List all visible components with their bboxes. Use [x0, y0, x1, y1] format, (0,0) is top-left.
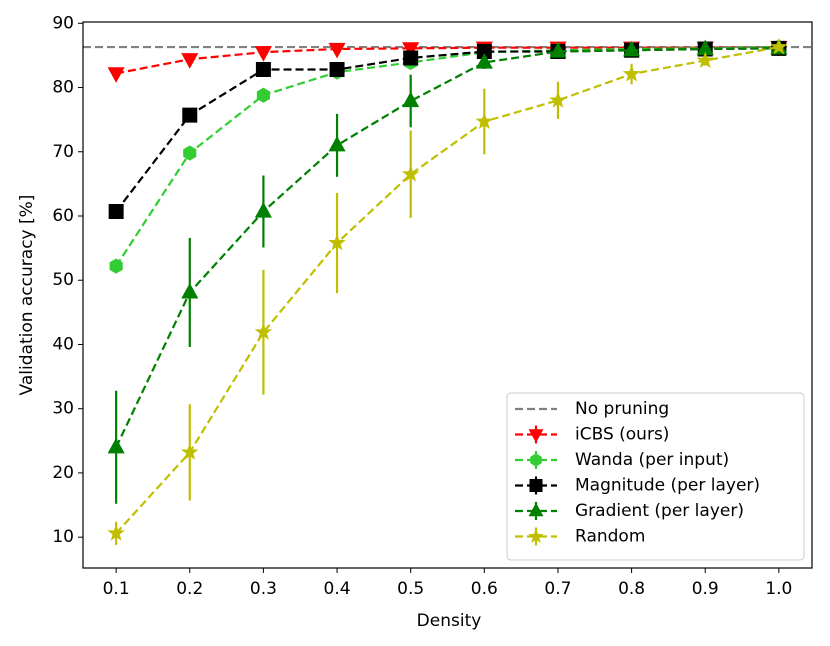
legend-label: Magnitude (per layer): [575, 476, 760, 496]
legend-box: [506, 392, 805, 561]
marker: [403, 50, 419, 66]
legend: No pruning iCBS (ours) Wanda (per input) Ma…: [506, 392, 805, 561]
marker: [107, 67, 125, 83]
series-line: [115, 45, 779, 267]
legend-marker: [528, 502, 544, 517]
marker: [254, 323, 273, 340]
marker: [401, 165, 420, 182]
x-axis-label: Density: [417, 611, 482, 631]
series-line: [115, 45, 780, 535]
marker: [108, 203, 124, 219]
x-tick-label: 0.3: [250, 579, 277, 599]
marker: [256, 87, 270, 103]
x-tick-label: 0.7: [544, 579, 571, 599]
legend-marker: [530, 453, 542, 467]
x-tick-label: 0.8: [618, 579, 645, 599]
marker: [181, 443, 199, 460]
marker: [181, 53, 199, 69]
marker: [476, 44, 492, 60]
marker: [623, 40, 641, 57]
series-line: [115, 47, 779, 448]
marker: [328, 135, 346, 152]
y-tick-label: 90: [52, 13, 74, 33]
y-tick-label: 50: [52, 270, 74, 290]
x-tick-label: 0.9: [692, 579, 719, 599]
marker: [770, 37, 788, 55]
marker: [255, 62, 271, 78]
legend-marker: [528, 528, 544, 544]
plot-frame: [82, 21, 813, 569]
legend-label: Gradient (per layer): [575, 501, 744, 521]
marker: [181, 282, 199, 299]
y-tick-label: 10: [52, 527, 74, 547]
marker: [328, 42, 346, 59]
y-tick-label: 30: [52, 399, 74, 419]
marker: [254, 202, 272, 218]
x-tick-label: 0.5: [397, 579, 424, 599]
y-tick-label: 40: [52, 334, 74, 354]
marker: [696, 51, 714, 68]
legend-label: Wanda (per input): [575, 450, 729, 470]
y-tick-label: 60: [52, 206, 74, 226]
y-axis-label: Validation accuracy [%]: [17, 195, 37, 396]
marker: [182, 107, 198, 123]
series-line: [115, 45, 779, 75]
series-line: [115, 47, 779, 213]
marker: [109, 258, 123, 274]
x-tick-label: 0.4: [324, 579, 351, 599]
marker: [107, 437, 125, 454]
marker: [402, 91, 420, 108]
marker: [475, 53, 493, 69]
marker: [622, 64, 641, 82]
x-tick-label: 0.1: [103, 579, 130, 599]
legend-marker: [529, 479, 543, 492]
marker: [475, 112, 494, 129]
marker: [183, 145, 197, 161]
legend-label: iCBS (ours): [575, 425, 669, 445]
y-tick-label: 80: [52, 78, 74, 98]
y-tick-label: 20: [52, 463, 74, 483]
x-tick-label: 1.0: [765, 579, 792, 599]
marker: [254, 46, 272, 62]
x-tick-label: 0.6: [471, 579, 498, 599]
marker: [402, 42, 420, 58]
marker: [549, 91, 567, 108]
marker: [329, 62, 345, 78]
y-tick-label: 70: [52, 142, 74, 162]
marker: [328, 233, 346, 251]
x-tick-label: 0.2: [176, 579, 203, 599]
legend-label: No pruning: [575, 399, 669, 419]
legend-marker: [528, 429, 544, 443]
marker: [549, 42, 567, 58]
marker: [107, 524, 125, 541]
legend-label: Random: [575, 527, 645, 547]
